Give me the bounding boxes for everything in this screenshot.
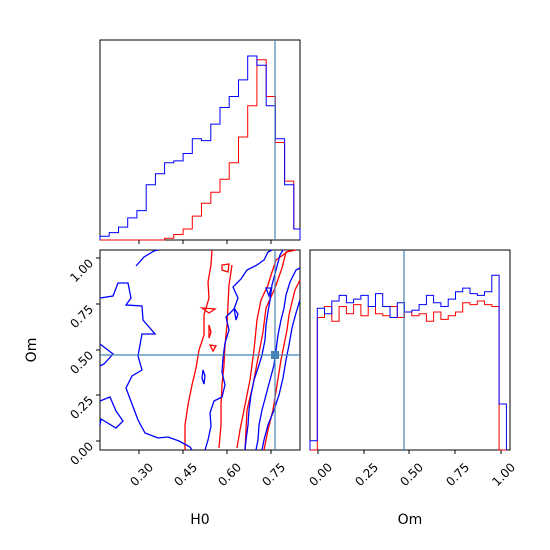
blue-contour-left (99, 343, 114, 367)
h0-histogram-frame (99, 39, 301, 241)
om-x-tick-label-5: 1.00 (489, 460, 518, 489)
red-island-4 (208, 344, 218, 353)
om-histogram-frame (309, 249, 511, 451)
blue-contour-right-outer (204, 249, 273, 451)
h0-histogram-red (100, 59, 301, 241)
om-histogram-panel: 0.00 0.25 0.50 0.75 1.00 Om (306, 249, 518, 528)
h0-histogram-panel (99, 39, 301, 244)
h0-tick-label-1: 0.30 (127, 460, 156, 489)
om-y-tick-label-4: 0.75 (67, 302, 96, 331)
blue-island-1 (201, 369, 206, 385)
om-histogram-blue (309, 274, 507, 450)
h0-tick-label-2: 0.45 (171, 460, 200, 489)
om-x-ticks (317, 450, 502, 454)
contour-x-ticks (138, 450, 272, 454)
blue-edge-right (261, 299, 301, 451)
om-y-axis-label: Om (24, 338, 40, 363)
h0-histogram-ticks (138, 240, 272, 244)
om-y-tick-label-5: 1.00 (67, 256, 96, 285)
om-y-tick-label-1: 0.00 (67, 439, 96, 468)
h0-axis-label: H0 (190, 512, 209, 528)
om-y-tick-label-3: 0.50 (67, 348, 96, 377)
blue-contour-outer (99, 282, 193, 451)
h0-histogram-red-line (100, 59, 301, 241)
om-y-tick-label-2: 0.25 (67, 393, 96, 422)
h0-histogram-blue-line (99, 55, 301, 240)
red-island-3 (208, 324, 212, 339)
blue-island-3 (233, 307, 239, 321)
h0-histogram-blue (99, 55, 301, 240)
om-x-tick-label-3: 0.50 (397, 460, 426, 489)
blue-contours (99, 249, 301, 451)
om-histogram-blue-line (309, 274, 507, 450)
contour-y-ticks (96, 257, 100, 442)
blue-contour-right-inner (244, 249, 284, 451)
om-axis-label: Om (398, 512, 423, 528)
red-contour-outer (184, 249, 297, 451)
om-x-tick-label-2: 0.25 (352, 460, 381, 489)
blue-contour-inner-right (255, 267, 301, 451)
blue-island-2 (265, 287, 272, 299)
blue-contour-top (135, 249, 159, 267)
red-island-1 (221, 263, 230, 273)
red-contour-inner (218, 249, 291, 449)
h0-tick-label-4: 0.75 (259, 460, 288, 489)
om-x-tick-label-1: 0.00 (306, 460, 335, 489)
red-contours (184, 249, 301, 451)
blue-contour-lower-left (99, 396, 124, 429)
om-histogram-red (310, 300, 507, 451)
om-histogram-red-line (310, 300, 507, 451)
om-x-tick-label-4: 0.75 (443, 460, 472, 489)
truth-marker (271, 351, 279, 359)
h0-om-contour-panel: 0.30 0.45 0.60 0.75 0.00 0.25 0.50 0.75 … (24, 249, 301, 528)
h0-tick-label-3: 0.60 (215, 460, 244, 489)
red-island-2 (199, 307, 217, 314)
